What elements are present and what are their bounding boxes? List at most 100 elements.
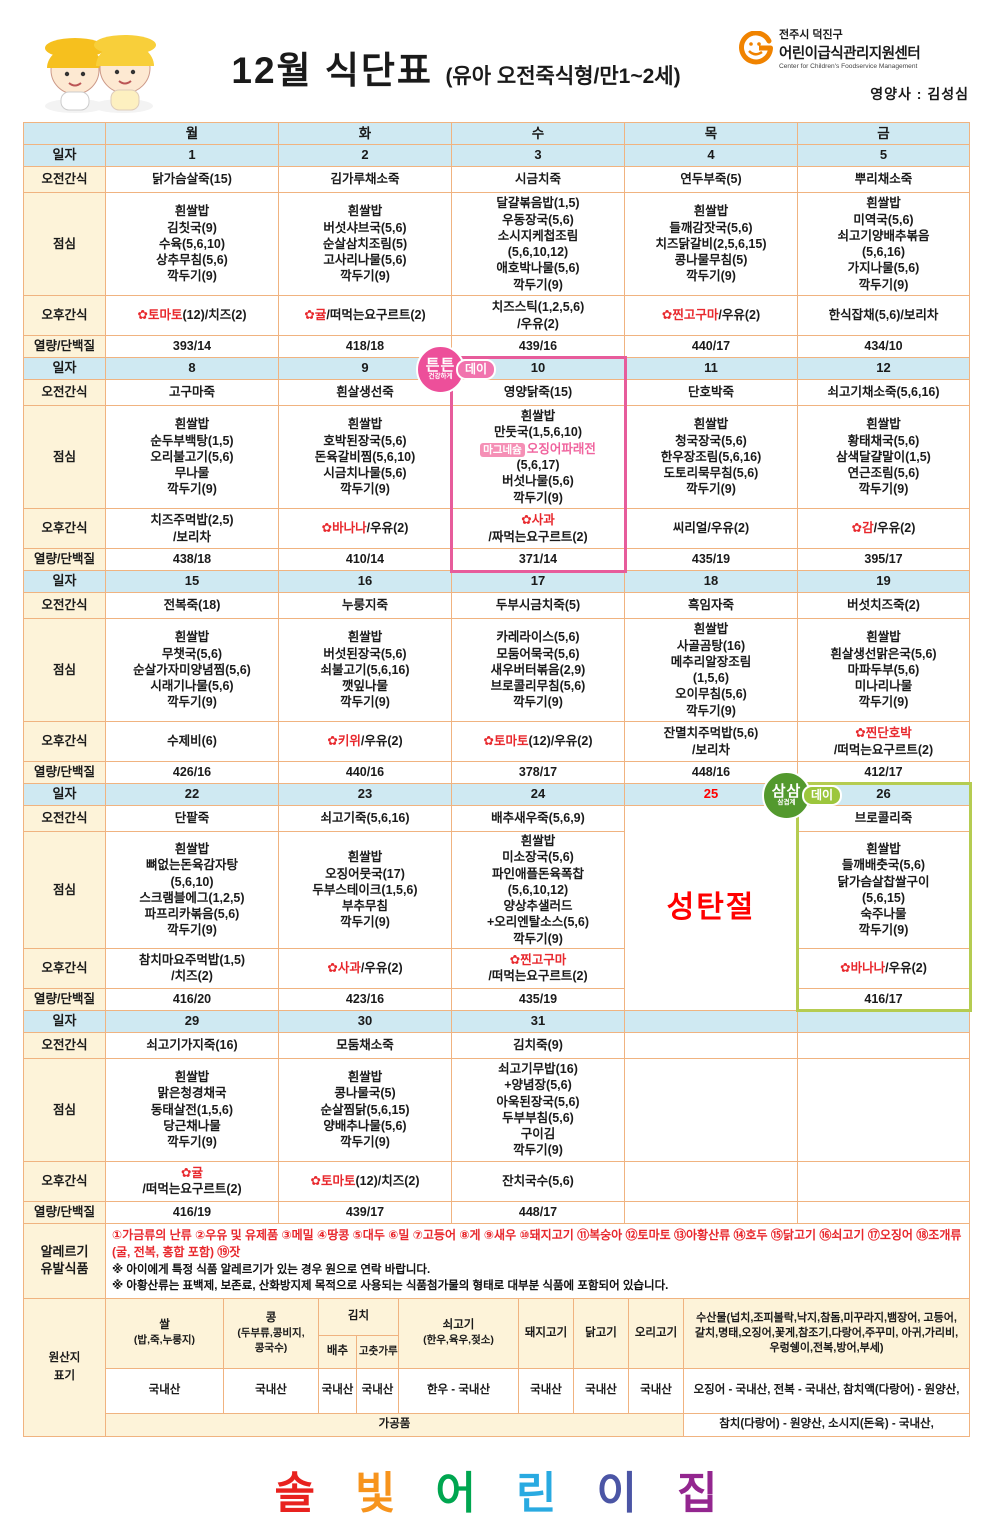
origin-header-bean: 콩 (두부류,콩비지,콩국수): [223, 1297, 319, 1369]
date-cell: 8: [105, 357, 279, 380]
pm-snack-cell: [624, 1160, 798, 1202]
day-header: 화: [278, 122, 452, 145]
am-snack-row: 오전간식 전복죽(18) 누룽지죽 두부시금치죽(5) 흑임자죽 버섯치즈죽(2): [23, 592, 970, 619]
calories-cell: 438/18: [105, 548, 279, 571]
pm-snack-cell: ✿토마토(12)/치즈(2): [105, 295, 279, 336]
am-snack-cell: 단팥죽: [105, 805, 279, 832]
menu-item: ✿귤: [181, 1166, 203, 1180]
am-snack-row: 오전간식 닭가슴살죽(15) 김가루채소죽 시금치죽 연두부죽(5) 뿌리채소죽: [23, 166, 970, 193]
menu-item: ✿찐고구마: [509, 953, 567, 967]
calories-cell: 440/16: [278, 761, 452, 784]
menu-item: /우유(2): [360, 734, 403, 749]
am-snack-cell: 버섯치즈죽(2): [797, 592, 970, 619]
lunch-cell: 달걀볶음밥(1,5) 우동장국(5,6) 소시지케첩조림 (5,6,10,12) 애호박…: [451, 192, 625, 296]
origin-value-beef: 한우 - 국내산: [398, 1367, 520, 1414]
menu-item: ✿감: [851, 521, 874, 536]
origin-value-cabbage: 국내산: [318, 1367, 357, 1414]
row-label-am-snack: 오전간식: [23, 1031, 106, 1059]
pm-snack-cell: 참치마요주먹밥(1,5)/치즈(2): [105, 947, 279, 989]
org-block: 전주시 덕진구 어린이급식관리지원센터 Center for Children'…: [739, 18, 969, 104]
origin-header-beef: 쇠고기 (한우,육우,젖소): [398, 1297, 520, 1369]
pm-snack-cell: ✿귤/떠먹는요구르트(2): [105, 1160, 279, 1202]
date-cell: 25: [624, 783, 798, 806]
date-cell: 10 튼튼 건강하게 데이: [416, 345, 625, 394]
row-label-date: 일자: [23, 1009, 106, 1033]
calories-cell: 416/19: [105, 1200, 279, 1224]
menu-item: ✿키위: [327, 734, 361, 749]
origin-value-seafood: 오징어 - 국내산, 전복 - 국내산, 참치액(다랑어) - 원양산,: [683, 1367, 971, 1414]
menu-item: /떠먹는요구르트(2): [488, 969, 588, 984]
menu-item: /떠먹는요구르트(2): [326, 308, 426, 323]
am-snack-cell: 쇠고기죽(5,6,16): [278, 805, 452, 832]
page-header: 12월 식단표 (유아 오전죽식형/만1~2세) 전주시 덕진구 어린이급식관리…: [23, 18, 969, 114]
day-header: 금: [797, 122, 970, 145]
pm-snack-cell: 한식잡채(5,6)/보리차: [797, 295, 970, 336]
date-cell: 5: [797, 144, 970, 167]
calories-cell: 439/16: [451, 335, 625, 358]
row-label-am-snack: 오전간식: [23, 166, 106, 193]
am-snack-row: 오전간식 쇠고기가지죽(16) 모둠채소죽 김치죽(9): [23, 1031, 970, 1059]
calories-cell: 410/14: [278, 548, 452, 571]
am-snack-row: 오전간식 단팥죽 쇠고기죽(5,6,16) 배추새우죽(5,6,9) 성탄절 브로콜리죽: [23, 805, 970, 1011]
calories-cell: 423/16: [278, 987, 452, 1011]
am-snack-cell: 연두부죽(5): [624, 166, 798, 193]
am-snack-cell: 두부시금치죽(5): [451, 592, 625, 619]
date-cell: 19: [797, 570, 970, 593]
allergy-content: ①가금류의 난류 ②우유 및 유제품 ③메밀 ④땅콩 ⑤대두 ⑥밀 ⑦고등어 ⑧…: [105, 1222, 970, 1299]
calories-cell: 448/16: [624, 761, 798, 784]
pm-snack-cell: ✿사과/우유(2): [278, 947, 452, 989]
origin-header-duck: 오리고기: [628, 1297, 685, 1369]
row-label-date: 일자: [23, 357, 106, 380]
date-cell: 16: [278, 570, 452, 593]
row-label-date: 일자: [23, 783, 106, 806]
lunch-cell: 흰쌀밥 순두부백탕(1,5) 오리불고기(5,6) 무나물 깍두기(9): [105, 405, 279, 509]
pm-snack-row: 오후간식 참치마요주먹밥(1,5)/치즈(2) ✿사과/우유(2) ✿찐고구마/떠먹는…: [23, 947, 970, 989]
origin-header-seafood: 수산물(넙치,조피볼락,낙지,참돔,미꾸라지,뱀장어, 고등어,갈치,명태,오징…: [683, 1297, 971, 1369]
date-row: 일자 22 23 24 25 26 삼삼 삼겹계 데이: [23, 771, 970, 820]
am-snack-row: 오전간식 고구마죽 흰살생선죽 영양닭죽(15) 단호박죽 쇠고기채소죽(5,6,16): [23, 379, 970, 406]
row-label-lunch: 점심: [23, 831, 106, 949]
date-cell: 31: [451, 1009, 625, 1033]
name-letter: 어: [435, 1468, 476, 1518]
am-snack-cell: 닭가슴살죽(15): [105, 166, 279, 193]
pm-snack-cell: 씨리얼/우유(2): [624, 508, 798, 549]
calories-cell: 439/17: [278, 1200, 452, 1224]
lunch-row: 점심 흰쌀밥 김칫국(9) 수육(5,6,10) 상추무침(5,6) 깍두기(9) 흰쌀밥 버…: [23, 192, 970, 296]
lunch-cell: 흰쌀밥 청국장국(5,6) 한우장조림(5,6,16) 도토리묵무침(5,6) 깍두기(…: [624, 405, 798, 509]
menu-item: /우유(2): [360, 961, 403, 976]
lunch-cell: [624, 1057, 798, 1162]
pm-snack-cell: ✿찐고구마/우유(2): [624, 295, 798, 336]
org-name: 어린이급식관리지원센터: [779, 46, 921, 62]
row-label-lunch: 점심: [23, 192, 106, 296]
menu-item: /우유(2): [885, 961, 927, 976]
am-snack-cell: 누룽지죽: [278, 592, 452, 619]
am-snack-cell: 시금치죽: [451, 166, 625, 193]
row-label-pm-snack: 오후간식: [23, 721, 106, 762]
nutritionist: 영양사 : 김성심: [870, 86, 969, 102]
calories-row: 열량/단백질 416/20 423/16 435/19 416/17: [23, 987, 970, 1011]
calories-cell: 371/14: [451, 548, 625, 571]
date-cell: 26 삼삼 삼겹계 데이: [762, 771, 970, 820]
am-snack-cell: 배추새우죽(5,6,9): [451, 805, 625, 832]
allergy-note-1: ※ 아이에게 특정 식품 알레르기가 있는 경우 원으로 연락 바랍니다.: [112, 1263, 431, 1276]
am-snack-cell: 흑임자죽: [624, 592, 798, 619]
origin-label-line2: 표기: [53, 1370, 76, 1383]
am-snack-cell: 영양닭죽(15): [451, 379, 625, 406]
title-block: 12월 식단표 (유아 오전죽식형/만1~2세): [173, 18, 739, 94]
origin-processed-value: 참치(다랑어) - 원양산, 소시지(돈육) - 국내산,: [683, 1412, 971, 1437]
menu-item: ✿사과: [327, 961, 361, 976]
am-snack-cell: 단호박죽: [624, 379, 798, 406]
date-row: 일자 8 9 10 튼튼 건강하게 데이 11 12: [23, 345, 970, 394]
am-snack-cell: 흰살생선죽: [278, 379, 452, 406]
row-label-date: 일자: [23, 570, 106, 593]
date-cell: 24: [451, 783, 625, 806]
origin-header-cabbage: 배추: [318, 1334, 357, 1369]
row-label-calories: 열량/단백질: [23, 1200, 106, 1224]
lunch-cell: 흰쌀밥 맑은청경채국 동태살전(1,5,6) 당근채나물 깍두기(9): [105, 1057, 279, 1162]
date-cell: 11: [624, 357, 798, 380]
calories-row: 열량/단백질 393/14 418/18 439/16 440/17 434/10: [23, 335, 970, 358]
menu-item: ✿찐고구마: [661, 308, 719, 323]
pm-snack-cell: 잔치국수(5,6): [451, 1160, 625, 1202]
menu-table: 월 화 수 목 금 일자 1 2 3 4 5 오전간식 닭가슴살죽(15) 김가루채소죽 시금치죽 연두부죽(…: [23, 122, 970, 1224]
